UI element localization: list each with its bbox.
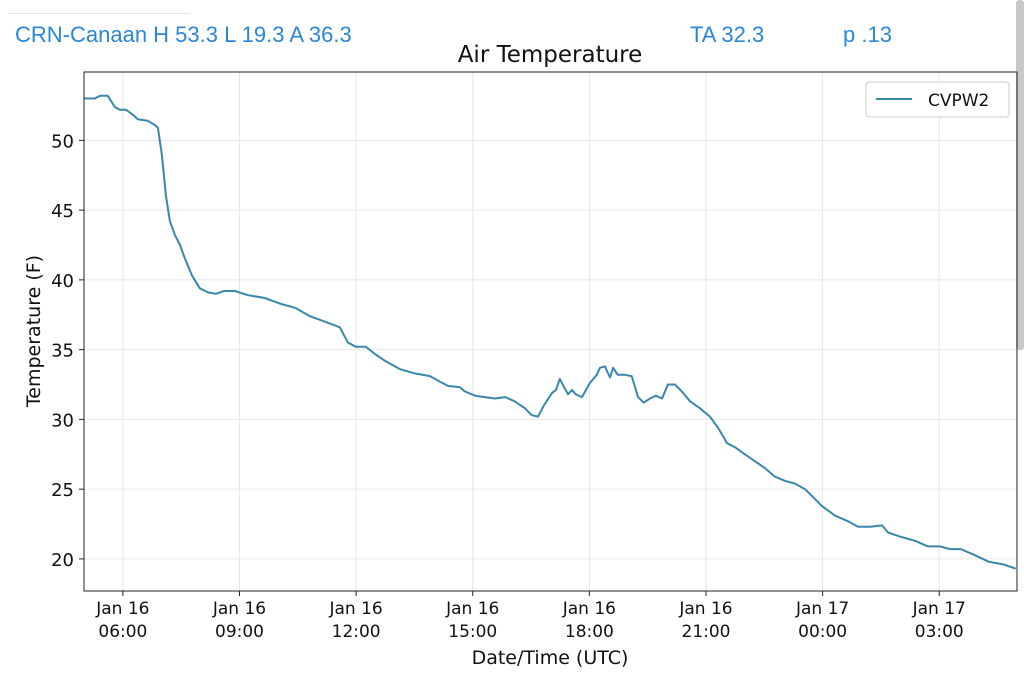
legend: CVPW2 — [865, 81, 1010, 118]
current-temperature: TA 32.3 — [690, 22, 765, 47]
x-tick-label-time: 18:00 — [565, 622, 614, 642]
x-tick-label-date: Jan 16 — [562, 599, 616, 619]
x-tick-label-time: 03:00 — [915, 622, 964, 642]
y-tick-label: 25 — [51, 480, 74, 501]
legend-box — [865, 81, 1010, 118]
x-tick-label-date: Jan 16 — [445, 599, 499, 619]
y-tick-label: 30 — [51, 410, 74, 431]
x-tick-label-time: 09:00 — [215, 622, 264, 642]
grid — [84, 72, 1017, 591]
y-tick-label: 20 — [51, 550, 74, 571]
x-axis-label: Date/Time (UTC) — [472, 647, 629, 669]
x-tick-label-time: 00:00 — [798, 622, 847, 642]
x-tick-label-date: Jan 16 — [678, 599, 732, 619]
x-tick-label-time: 06:00 — [98, 622, 147, 642]
x-tick-label-date: Jan 16 — [95, 599, 149, 619]
chart-title: Air Temperature — [458, 42, 643, 68]
y-tick-label: 50 — [51, 131, 74, 152]
x-tick-label-date: Jan 17 — [912, 599, 966, 619]
legend-label: CVPW2 — [928, 91, 989, 111]
station-summary: CRN-Canaan H 53.3 L 19.3 A 36.3 — [15, 22, 352, 47]
y-tick-label: 40 — [51, 271, 74, 292]
x-tick-label-date: Jan 16 — [329, 599, 383, 619]
y-axis-label: Temperature (F) — [23, 255, 45, 408]
x-tick-label-date: Jan 16 — [212, 599, 266, 619]
y-tick-label: 45 — [51, 201, 74, 222]
x-tick-label-date: Jan 17 — [795, 599, 849, 619]
x-tick-label-time: 15:00 — [448, 622, 497, 642]
top-divider — [8, 13, 190, 14]
precipitation: p .13 — [843, 22, 892, 47]
series-line-cvpw2 — [84, 94, 1017, 570]
x-tick-label-time: 21:00 — [682, 622, 731, 642]
scrollbar[interactable] — [1016, 0, 1024, 350]
x-axis: Jan 16 06:00 Jan 16 09:00 Jan 16 12:00 Jan 16 1… — [95, 591, 966, 642]
y-tick-label: 35 — [51, 341, 74, 362]
plot-frame — [83, 71, 1018, 592]
x-tick-label-time: 12:00 — [332, 622, 381, 642]
y-axis: 20 25 30 35 40 45 50 — [51, 131, 84, 571]
